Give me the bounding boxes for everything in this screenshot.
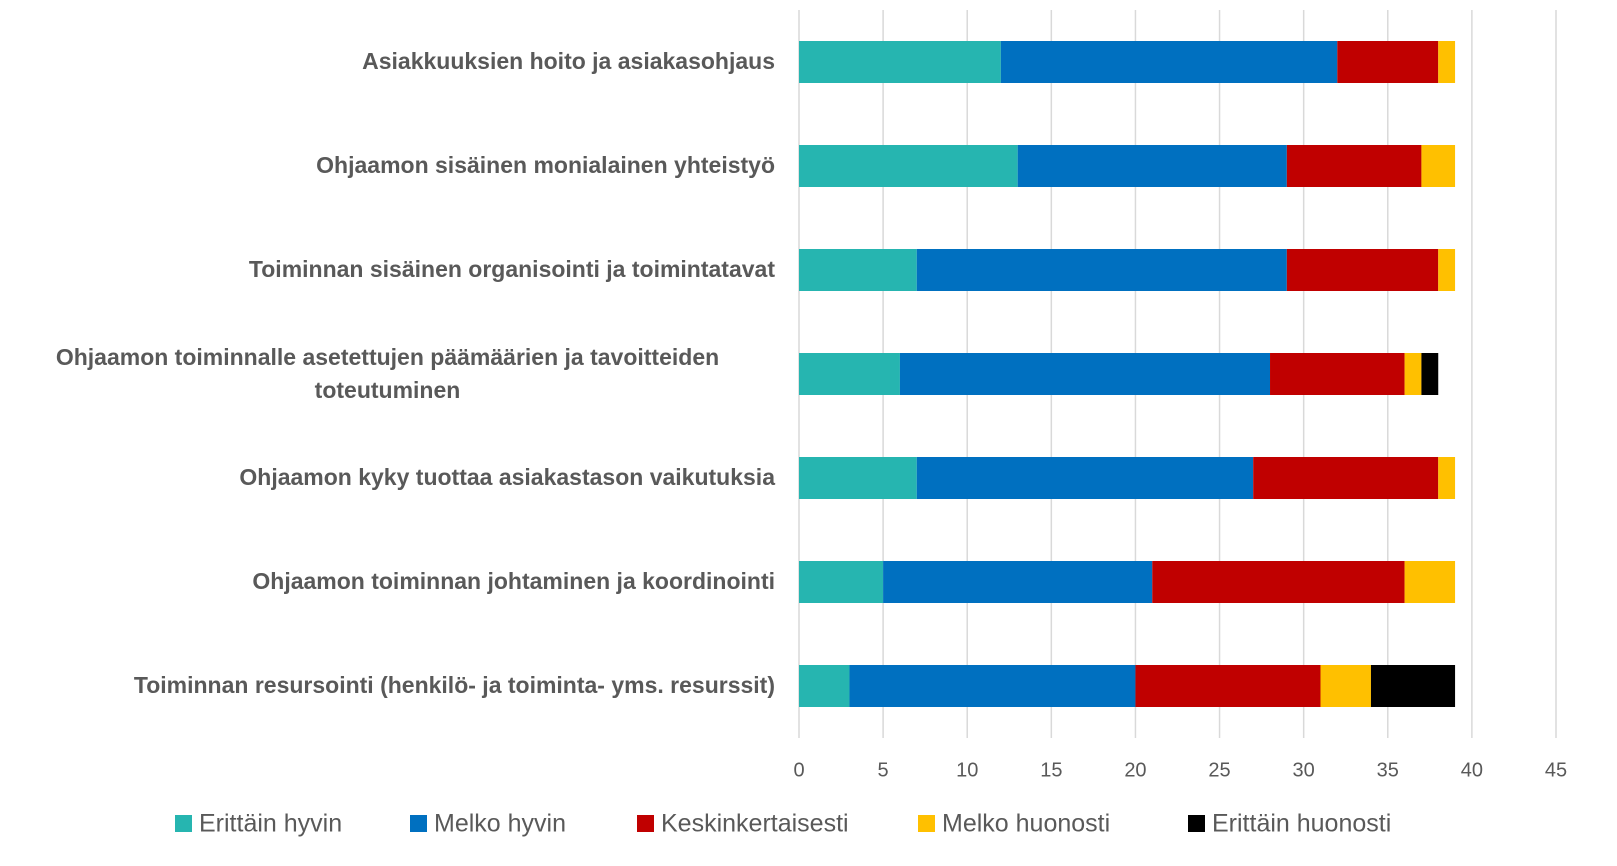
bar-segment — [1270, 353, 1405, 395]
category-label-row: Toiminnan resursointi (henkilö- ja toimi… — [0, 646, 775, 726]
bar-segment — [1337, 41, 1439, 83]
bar-segment — [1320, 665, 1371, 707]
x-tick-label: 30 — [1293, 759, 1315, 781]
bar-segment — [799, 561, 884, 603]
x-tick-label: 25 — [1208, 759, 1230, 781]
bar-segment — [849, 665, 1136, 707]
bar-segment — [799, 665, 850, 707]
category-label-row: Toiminnan sisäinen organisointi ja toimi… — [0, 230, 775, 310]
x-tick-label: 5 — [878, 759, 889, 781]
bar-segment — [1286, 145, 1422, 187]
bar-segment — [1404, 353, 1422, 395]
legend-swatch — [410, 815, 427, 832]
category-label-row: Ohjaamon toiminnalle asetettujen päämäär… — [0, 334, 775, 414]
legend-swatch — [637, 815, 654, 832]
category-label-row: Ohjaamon sisäinen monialainen yhteistyö — [0, 126, 775, 206]
bar-segment — [799, 457, 917, 499]
legend-label: Erittäin huonosti — [1212, 810, 1391, 838]
bar-segment — [1370, 665, 1456, 707]
x-tick-label: 15 — [1040, 759, 1062, 781]
x-tick-label: 35 — [1377, 759, 1399, 781]
bar-segment — [1152, 561, 1405, 603]
x-tick-label: 20 — [1124, 759, 1146, 781]
category-label: Ohjaamon toiminnan johtaminen ja koordin… — [252, 568, 775, 595]
x-tick-label: 0 — [793, 759, 804, 781]
bar-segment — [883, 561, 1153, 603]
x-tick-label: 45 — [1545, 759, 1567, 781]
legend-label: Melko hyvin — [434, 810, 566, 838]
bar-segment — [1421, 353, 1439, 395]
bar-segment — [916, 249, 1287, 291]
bar-segment — [799, 41, 1001, 83]
legend-label: Keskinkertaisesti — [661, 810, 849, 838]
category-label: Toiminnan resursointi (henkilö- ja toimi… — [133, 672, 775, 699]
bar-segment — [1286, 249, 1439, 291]
legend-swatch — [1188, 815, 1205, 832]
category-label: Ohjaamon kyky tuottaa asiakastason vaiku… — [239, 464, 775, 491]
bar-segment — [1404, 561, 1456, 603]
category-label: Ohjaamon toiminnalle asetettujen päämäär… — [55, 343, 720, 403]
category-label: Toiminnan sisäinen organisointi ja toimi… — [248, 256, 775, 283]
bar-segment — [1135, 665, 1321, 707]
bar-segment — [799, 353, 900, 395]
category-label-row: Asiakkuuksien hoito ja asiakasohjaus — [0, 22, 775, 102]
bar-segment — [799, 145, 1018, 187]
bar-segment — [1438, 457, 1456, 499]
bar-segment — [899, 353, 1271, 395]
legend-label: Melko huonosti — [942, 810, 1110, 838]
legend-label: Erittäin hyvin — [199, 810, 342, 838]
category-label-row: Ohjaamon toiminnan johtaminen ja koordin… — [0, 542, 775, 622]
bar-segment — [916, 457, 1254, 499]
legend-swatch — [175, 815, 192, 832]
legend-swatch — [918, 815, 935, 832]
bar-segment — [799, 249, 917, 291]
bar-segment — [1017, 145, 1287, 187]
bar-segment — [1438, 41, 1456, 83]
bar-segment — [1421, 145, 1456, 187]
bar-segment — [1253, 457, 1439, 499]
x-tick-label: 40 — [1461, 759, 1483, 781]
bar-segment — [1000, 41, 1338, 83]
x-tick-label: 10 — [956, 759, 978, 781]
category-label-row: Ohjaamon kyky tuottaa asiakastason vaiku… — [0, 438, 775, 518]
category-label: Ohjaamon sisäinen monialainen yhteistyö — [316, 152, 775, 179]
category-label: Asiakkuuksien hoito ja asiakasohjaus — [362, 48, 775, 75]
bar-segment — [1438, 249, 1456, 291]
